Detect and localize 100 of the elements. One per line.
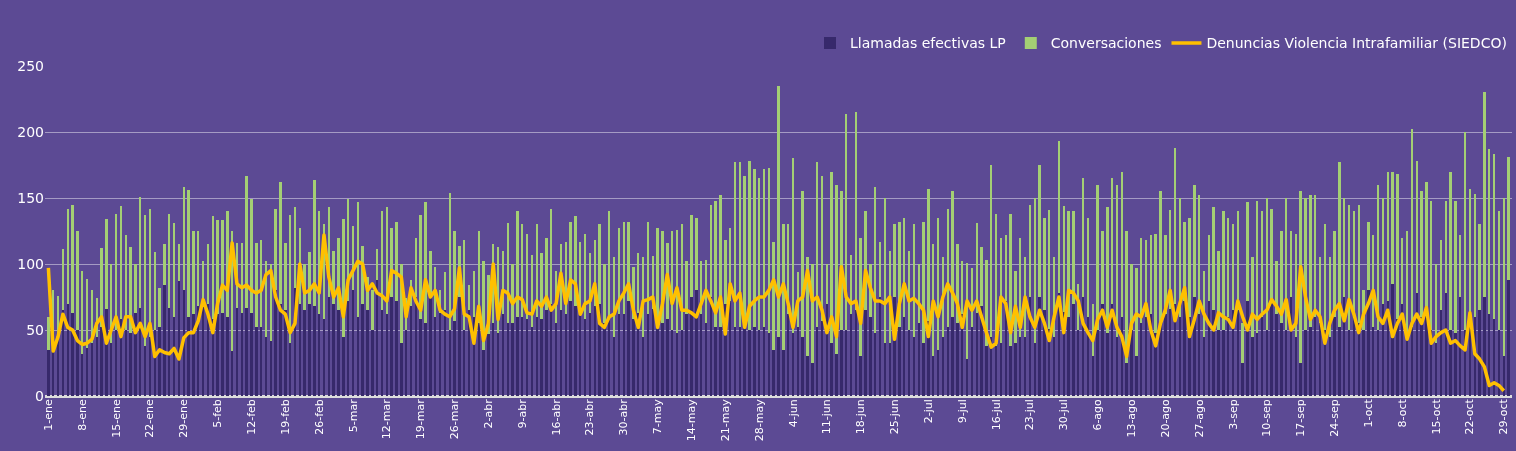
bar — [158, 327, 161, 396]
y-tick-label: 0 — [35, 387, 44, 404]
bar — [835, 353, 838, 396]
bar — [1038, 165, 1041, 297]
bar — [1135, 267, 1138, 357]
bar — [545, 310, 548, 396]
x-tick-label: 11-jun — [820, 399, 834, 435]
x-tick-label: 19-mar — [414, 398, 428, 440]
bar — [1222, 211, 1225, 330]
bar — [313, 306, 316, 396]
bar — [1043, 217, 1046, 311]
bar — [1241, 323, 1244, 363]
x-tick-label: 24-sep — [1328, 399, 1342, 437]
bar — [830, 343, 833, 396]
bar — [690, 297, 693, 396]
x-tick-label: 21-may — [718, 398, 732, 442]
bar — [1101, 231, 1104, 304]
bar — [163, 244, 166, 286]
y-tick-label: 150 — [17, 189, 44, 206]
bar — [187, 190, 190, 317]
bar — [1275, 314, 1278, 396]
bar — [1507, 279, 1510, 396]
bar — [1299, 363, 1302, 396]
bar — [574, 306, 577, 396]
bar — [898, 327, 901, 396]
bar — [864, 310, 867, 396]
x-tick-label: 6-ago — [1091, 398, 1105, 431]
bar — [540, 253, 543, 320]
x-tick-label: 9-abr — [515, 398, 529, 429]
bar — [516, 316, 519, 396]
bar — [366, 310, 369, 396]
bar — [1478, 310, 1481, 396]
bar — [1367, 221, 1370, 291]
bar — [685, 314, 688, 396]
bar — [1251, 336, 1254, 396]
bar — [985, 345, 988, 396]
bar — [1217, 330, 1220, 396]
bar — [1304, 330, 1307, 396]
bar — [661, 323, 664, 396]
bar — [1096, 330, 1099, 396]
bar — [1333, 316, 1336, 396]
bar — [1333, 231, 1336, 317]
x-tick-label: 2-abr — [481, 398, 495, 429]
x-tick-label: 2-jul — [921, 399, 935, 424]
bar — [714, 327, 717, 396]
bar — [395, 221, 398, 301]
bar — [840, 330, 843, 396]
bar — [303, 310, 306, 396]
bar — [772, 241, 775, 350]
bar — [129, 246, 132, 333]
bar — [1212, 310, 1215, 396]
x-tick-label: 22-ene — [143, 398, 157, 438]
x-tick-label: 10-sep — [1260, 399, 1274, 437]
bar — [545, 237, 548, 311]
bar — [274, 290, 277, 396]
bar — [313, 179, 316, 307]
bar — [453, 320, 456, 396]
bar — [603, 323, 606, 396]
bar — [753, 168, 756, 328]
bar — [1367, 290, 1370, 396]
x-tick-label: 18-jun — [854, 399, 868, 435]
bar — [893, 224, 896, 297]
x-tick-label: 23-abr — [583, 398, 597, 436]
bar — [695, 217, 698, 291]
bar — [951, 316, 954, 396]
bar — [859, 356, 862, 396]
bar — [811, 363, 814, 396]
bar — [777, 85, 780, 337]
bar — [1280, 323, 1283, 396]
bar — [458, 297, 461, 396]
bar — [753, 327, 756, 396]
bar — [76, 231, 79, 330]
y-tick-label: 100 — [17, 255, 44, 272]
bar — [47, 349, 50, 396]
bar — [1309, 195, 1312, 328]
bar — [1130, 330, 1133, 396]
bar — [1188, 217, 1191, 317]
x-tick-label: 4-jun — [786, 399, 800, 428]
line-series — [46, 233, 1506, 393]
bar — [1222, 330, 1225, 396]
bar — [719, 327, 722, 396]
bar — [1072, 211, 1075, 304]
x-tick-label: 16-jul — [989, 399, 1003, 431]
bar — [221, 220, 224, 313]
bar — [1125, 363, 1128, 396]
bar — [1159, 191, 1162, 324]
bar — [1338, 327, 1341, 396]
bar — [627, 300, 630, 396]
bar — [922, 221, 925, 344]
x-tick-label: 16-abr — [549, 398, 563, 436]
x-tick-label: 28-may — [752, 398, 766, 442]
bar — [690, 215, 693, 297]
bar — [129, 332, 132, 396]
x-tick-label: 30-abr — [617, 398, 631, 436]
x-tick-label: 26-feb — [312, 399, 326, 435]
bar — [1270, 208, 1273, 301]
bar — [1009, 345, 1012, 396]
bar — [1246, 300, 1249, 396]
x-tick-label: 23-jul — [1023, 399, 1037, 431]
bar — [76, 330, 79, 396]
